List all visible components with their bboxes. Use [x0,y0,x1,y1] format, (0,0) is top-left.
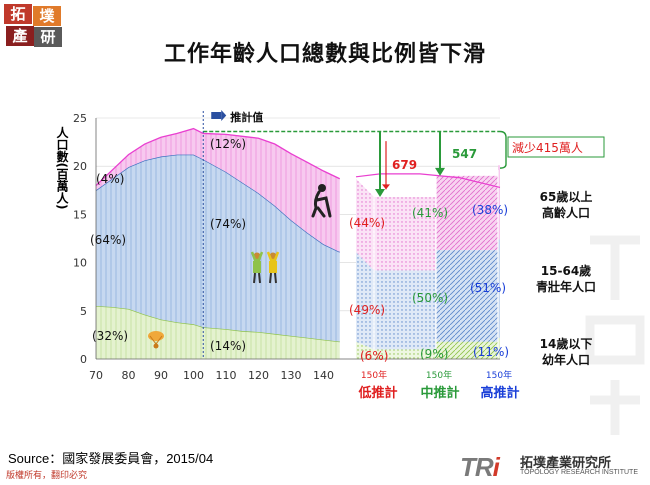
x-tick-label: 110 [216,369,237,382]
bar-low-youth [374,349,436,359]
category-working-line1: 15-64歲 [541,263,591,278]
proj-low-working [356,251,374,350]
y-tick-label: 0 [80,353,87,366]
x-tick-label: 100 [183,369,204,382]
x-tick-label: 80 [122,369,136,382]
brand-name-en: TOPOLOGY RESEARCH INSTITUTE [520,469,638,476]
reduction-low: 679 [392,158,417,172]
proj-low-youth [356,341,374,359]
reduction-mid: 547 [452,147,477,161]
series-areas [95,127,341,359]
adults-icon [250,251,280,284]
elderly-icon [311,184,332,218]
category-elderly-line2: 高齡人口 [542,205,590,220]
child-icon [148,331,164,349]
brand-logo: TRi 拓墣產業研究所 TOPOLOGY RESEARCH INSTITUTE [460,452,645,482]
year-label-high: 150年 [486,369,512,381]
proj-low-elderly [356,178,374,271]
area-elderly-line [95,127,341,186]
reduction-high: 減少415萬人 [512,140,583,155]
bar-high-working [498,239,500,338]
variant-high: 高推計 [480,385,519,401]
variant-low: 低推計 [357,385,397,401]
watermark-graphic [585,235,645,435]
pct-103-working: (74%) [210,217,246,231]
bar-low-working [374,270,436,350]
y-tick-label: 20 [73,160,87,173]
projection-label: 推計值 [230,110,263,124]
y-tick-label: 10 [73,257,87,270]
pct-103-elderly: (12%) [210,137,246,151]
y-tick-label: 15 [73,208,87,221]
arrow-low-red-head [382,184,390,190]
bar-mid-working [436,250,498,342]
logo-char-3: 產 [6,26,34,46]
copyright-note: 版權所有，翻印必究 [6,470,88,480]
pct-70-elderly: (4%) [96,172,124,186]
pct-mid-youth: (9%) [420,347,448,361]
year-label-low: 150年 [361,369,387,381]
category-elderly-line1: 65歲以上 [540,189,593,204]
page-title: 工作年齡人口總數與比例皆下滑 [163,41,486,67]
logo: 拓 墣 產 研 [4,4,64,48]
bar-mid-elderly [436,175,498,251]
brand-name-cn: 拓墣產業研究所 [520,456,612,471]
pct-103-youth: (14%) [210,339,246,353]
brace-high [499,130,507,169]
bar-low-elderly [374,197,436,271]
pct-low-elderly: (44%) [349,216,385,230]
area-elderly [96,128,340,252]
source-note: Source：國家發展委員會，2015/04 [8,451,214,466]
axes: 0 5 10 15 20 25 70 80 90 100 110 120 130 140 [73,112,500,382]
y-tick-label: 5 [80,305,87,318]
pct-70-youth: (32%) [92,329,128,343]
pct-70-working: (64%) [90,233,126,247]
year-label-mid: 150年 [426,369,452,381]
brand-mark: TRi [460,452,500,483]
pct-high-working: (51%) [470,281,506,295]
annotations [203,130,605,198]
logo-char-1: 拓 [4,4,32,24]
bar-mid-youth [436,341,498,359]
pct-high-elderly: (38%) [472,203,508,217]
brand-mark-b: i [492,452,500,482]
logo-char-4: 研 [34,27,62,47]
category-working-line2: 青壯年人口 [536,279,596,294]
x-tick-label: 90 [154,369,168,382]
arrow-mid-head [435,167,445,176]
bar-high-youth [498,337,500,359]
y-axis-label: 人口數(百萬人) [55,125,69,209]
bar-high-elderly [498,165,500,240]
logo-char-2: 墣 [33,6,61,26]
x-tick-label: 120 [248,369,269,382]
y-tick-label: 25 [73,112,87,125]
proj-top-line [355,173,501,188]
category-youth-line2: 幼年人口 [542,352,590,367]
arrow-low-head [375,189,385,198]
reduction-high-box [507,136,605,158]
pct-high-youth: (11%) [473,345,509,359]
brand-mark-a: TR [460,452,494,482]
x-tick-label: 70 [89,369,103,382]
area-working [96,154,340,342]
x-tick-label: 140 [313,369,334,382]
pct-mid-working: (50%) [412,291,448,305]
variant-mid: 中推計 [420,385,459,401]
projection-marker [211,110,227,121]
pct-low-working: (49%) [349,303,385,317]
pct-mid-elderly: (41%) [412,206,448,220]
x-tick-label: 130 [281,369,302,382]
category-youth-line1: 14歲以下 [540,336,593,351]
pct-low-youth: (6%) [360,349,388,363]
projection-bars [355,165,501,359]
